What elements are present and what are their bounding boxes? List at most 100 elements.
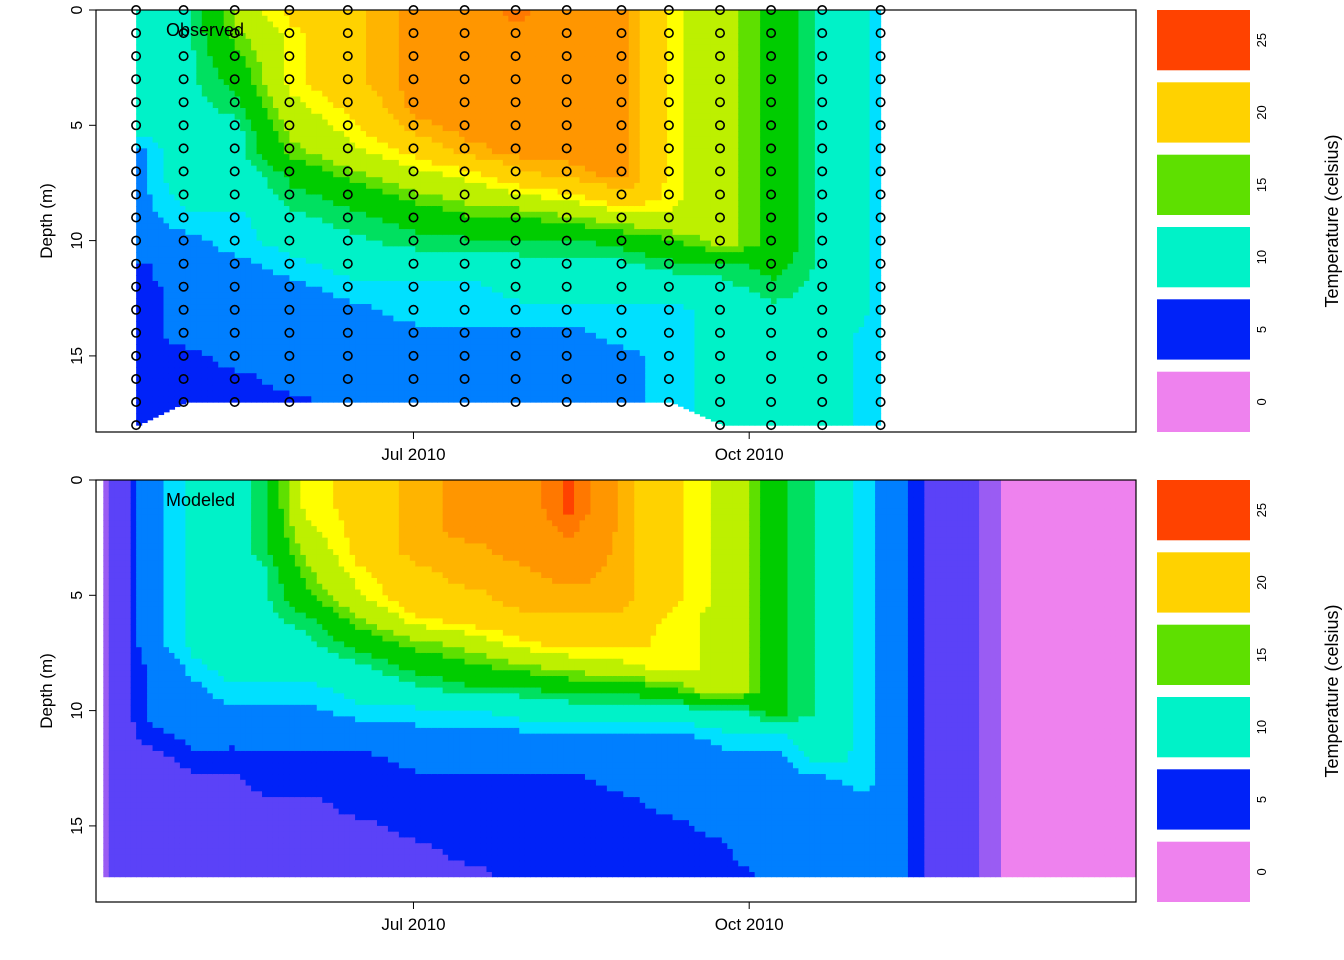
sample-point xyxy=(766,120,777,131)
sample-point xyxy=(663,189,674,200)
sample-point xyxy=(616,120,627,131)
color-legend: 0 5 10 15 20 25 Temperature (celsius) xyxy=(1157,10,1342,432)
sample-point xyxy=(131,373,142,384)
sample-point xyxy=(616,281,627,292)
sample-point xyxy=(131,97,142,108)
sample-point xyxy=(342,396,353,407)
sample-point xyxy=(229,166,240,177)
sample-point xyxy=(510,51,521,62)
sample-point xyxy=(459,74,470,85)
sample-point xyxy=(131,327,142,338)
sample-point xyxy=(229,258,240,269)
sample-point xyxy=(459,97,470,108)
legend-swatch xyxy=(1157,299,1250,360)
y-axis-label: Depth (m) xyxy=(37,183,56,259)
sample-point xyxy=(561,212,572,223)
sample-point xyxy=(714,212,725,223)
sample-point xyxy=(663,51,674,62)
sample-point xyxy=(875,97,886,108)
legend-tick-label: 15 xyxy=(1254,648,1269,662)
sample-point xyxy=(178,166,189,177)
sample-point xyxy=(616,304,627,315)
sample-point xyxy=(510,74,521,85)
panel-observed: 0 5 10 15 Depth (m) Jul 2010 Oct 2010 Observed 0… xyxy=(37,5,1342,464)
sample-point xyxy=(408,327,419,338)
sample-point xyxy=(663,258,674,269)
sample-point xyxy=(616,74,627,85)
sample-point xyxy=(342,258,353,269)
panel-modeled: 0 5 10 15 Depth (m) Jul 2010 Oct 2010 Modeled 0 5… xyxy=(37,475,1342,934)
sample-point xyxy=(817,74,828,85)
sample-point xyxy=(408,120,419,131)
sample-point xyxy=(663,235,674,246)
sample-point xyxy=(131,396,142,407)
sample-point xyxy=(616,350,627,361)
sample-point xyxy=(229,143,240,154)
y-tick-label: 5 xyxy=(69,121,86,130)
sample-point xyxy=(408,143,419,154)
legend-tick-label: 10 xyxy=(1254,720,1269,734)
sample-point xyxy=(342,281,353,292)
sample-point xyxy=(561,235,572,246)
sample-point xyxy=(459,281,470,292)
sample-point xyxy=(766,420,777,431)
sample-point xyxy=(342,350,353,361)
y-tick-label: 0 xyxy=(69,475,86,484)
sample-point xyxy=(875,212,886,223)
sample-point xyxy=(229,235,240,246)
sample-point xyxy=(178,281,189,292)
sample-point xyxy=(408,373,419,384)
sample-point xyxy=(663,212,674,223)
sample-point xyxy=(510,120,521,131)
sample-point xyxy=(229,373,240,384)
sample-point xyxy=(178,212,189,223)
legend-swatch xyxy=(1157,841,1250,902)
sample-point xyxy=(817,281,828,292)
sample-point xyxy=(817,373,828,384)
sample-point xyxy=(131,212,142,223)
sample-point xyxy=(714,350,725,361)
legend-swatch xyxy=(1157,154,1250,215)
legend-tick-label: 20 xyxy=(1254,575,1269,589)
sample-point xyxy=(284,350,295,361)
sample-point xyxy=(663,74,674,85)
sample-point xyxy=(459,166,470,177)
sample-point xyxy=(561,396,572,407)
sample-point xyxy=(817,420,828,431)
sample-point xyxy=(616,28,627,39)
sample-point xyxy=(766,166,777,177)
sample-point xyxy=(875,143,886,154)
sample-point xyxy=(766,258,777,269)
sample-point xyxy=(766,212,777,223)
x-tick-label: Oct 2010 xyxy=(715,445,784,464)
sample-point xyxy=(714,74,725,85)
sample-point xyxy=(510,327,521,338)
temperature-field xyxy=(103,480,1136,878)
y-tick-label: 0 xyxy=(69,5,86,14)
sample-point xyxy=(663,373,674,384)
sample-point xyxy=(131,166,142,177)
sample-point xyxy=(561,28,572,39)
sample-point xyxy=(229,120,240,131)
legend-swatch xyxy=(1157,480,1250,541)
legend-tick-label: 10 xyxy=(1254,250,1269,264)
sample-point xyxy=(510,212,521,223)
sample-point xyxy=(817,258,828,269)
sample-point xyxy=(459,304,470,315)
sample-point xyxy=(408,189,419,200)
sample-point xyxy=(875,420,886,431)
sample-point xyxy=(663,166,674,177)
sample-point xyxy=(875,28,886,39)
sample-point xyxy=(510,235,521,246)
sample-point xyxy=(714,258,725,269)
legend-swatch xyxy=(1157,82,1250,143)
sample-point xyxy=(875,235,886,246)
sample-point xyxy=(663,28,674,39)
sample-point xyxy=(817,327,828,338)
sample-point xyxy=(178,120,189,131)
sample-point xyxy=(284,97,295,108)
sample-point xyxy=(561,51,572,62)
sample-point xyxy=(178,373,189,384)
sample-point xyxy=(342,235,353,246)
